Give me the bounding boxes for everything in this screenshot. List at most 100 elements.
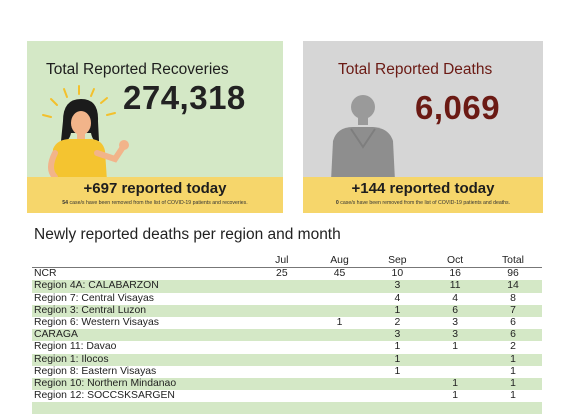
value-cell: 96	[507, 268, 519, 280]
table-row: Region 11: Davao 1 1 2	[32, 341, 542, 353]
recoveries-title: Total Reported Recoveries	[46, 61, 229, 78]
column-header: Aug	[310, 255, 369, 269]
value-cell	[310, 377, 369, 391]
table-row	[32, 402, 542, 414]
deaths-total: 6,069	[415, 89, 501, 126]
value-cell	[253, 280, 311, 293]
value-cell	[426, 353, 484, 366]
value-cell	[253, 390, 311, 402]
value-cell	[311, 366, 369, 378]
value-cell: 1	[368, 304, 427, 317]
value-cell: 11	[426, 280, 484, 293]
value-cell	[253, 293, 311, 305]
value-cell: 10	[391, 268, 404, 280]
table-row: CARAGA 3 3 6	[32, 329, 542, 342]
value-cell: 1	[394, 341, 401, 353]
table-row: Region 7: Central Visayas 4 4 8	[32, 293, 542, 305]
table-body: NCR 25 45 10 16 96 Region 4A: CALABARZON 3 11 14 R…	[32, 268, 542, 414]
value-cell: 7	[483, 304, 542, 317]
value-cell: 1	[394, 365, 401, 377]
region-cell: NCR	[34, 268, 57, 280]
value-cell	[311, 341, 369, 353]
value-cell: 3	[426, 329, 484, 342]
table-row: Region 4A: CALABARZON 3 11 14	[32, 280, 542, 293]
deaths-today: +144 reported today	[303, 180, 543, 197]
value-cell	[310, 353, 369, 366]
deaths-title: Total Reported Deaths	[338, 61, 493, 78]
region-cell: Region 3: Central Luzon	[32, 304, 254, 317]
region-cell: Region 7: Central Visayas	[34, 292, 154, 304]
value-cell: 14	[483, 280, 542, 293]
region-cell	[32, 402, 254, 414]
table-row: Region 6: Western Visayas 1 2 3 6	[32, 317, 542, 329]
value-cell: 6	[426, 304, 484, 317]
deaths-by-region-table: Jul Aug Sep Oct Total NCR 25 45 10 16 96 Regio…	[32, 255, 542, 414]
region-cell: CARAGA	[32, 329, 254, 342]
value-cell: 1	[426, 377, 484, 391]
region-cell: Region 6: Western Visayas	[34, 317, 159, 329]
column-header	[32, 255, 254, 269]
value-cell	[368, 402, 427, 414]
table-row: Region 1: Ilocos 1 1	[32, 353, 542, 366]
value-cell	[426, 402, 484, 414]
value-cell	[253, 377, 311, 391]
value-cell: 4	[452, 292, 458, 304]
recoveries-note-count: 54	[62, 200, 69, 206]
value-cell	[253, 353, 311, 366]
value-cell: 6	[510, 317, 516, 329]
deaths-note-count: 0	[335, 200, 339, 206]
recoveries-today-label: reported today	[121, 180, 227, 197]
recoveries-note-text: case/s have been removed from the list o…	[69, 200, 248, 206]
value-cell: 6	[483, 329, 542, 342]
region-cell: Region 12: SOCCSKSARGEN	[34, 390, 175, 402]
column-header: Sep	[368, 255, 427, 269]
value-cell: 3	[368, 329, 427, 342]
recovered-person-illustration	[42, 85, 129, 181]
value-cell: 1	[336, 317, 343, 329]
region-cell: Region 4A: CALABARZON	[32, 280, 254, 293]
deaths-note-text: case/s have been removed from the list o…	[340, 200, 511, 206]
value-cell	[253, 366, 311, 378]
value-cell: 1	[452, 390, 458, 402]
value-cell	[253, 317, 311, 329]
value-cell	[311, 293, 369, 305]
table-row: NCR 25 45 10 16 96	[32, 268, 542, 281]
table-row: Region 12: SOCCSKSARGEN 1 1	[32, 390, 542, 402]
person-silhouette-illustration	[331, 95, 395, 181]
value-cell: 1	[452, 341, 458, 353]
recoveries-card: Total Reported Recoveries 274,318 +697 r…	[27, 41, 283, 213]
deaths-today-label: reported today	[389, 180, 495, 197]
deaths-today-value: +144	[351, 180, 386, 197]
value-cell: 3	[368, 280, 427, 293]
value-cell: 1	[483, 377, 542, 391]
value-cell: 2	[394, 317, 401, 329]
value-cell	[310, 304, 369, 317]
value-cell: 1	[510, 365, 516, 377]
value-cell: 3	[452, 317, 458, 329]
value-cell: 4	[394, 292, 401, 304]
recoveries-today: +697 reported today	[27, 180, 283, 197]
value-cell: 25	[276, 268, 288, 280]
value-cell: 45	[333, 268, 346, 280]
value-cell	[311, 390, 369, 402]
deaths-note: 0 case/s have been removed from the list…	[303, 200, 543, 206]
recoveries-today-strip: +697 reported today 54 case/s have been …	[27, 177, 283, 213]
value-cell: 8	[510, 292, 516, 304]
value-cell	[253, 402, 311, 414]
region-cell: Region 10: Northern Mindanao	[32, 377, 254, 391]
table-row: Region 3: Central Luzon 1 6 7	[32, 304, 542, 317]
region-cell: Region 8: Eastern Visayas	[34, 365, 157, 377]
recoveries-note: 54 case/s have been removed from the lis…	[27, 200, 283, 206]
value-cell	[253, 341, 311, 353]
deaths-table-title: Newly reported deaths per region and mon…	[34, 226, 341, 243]
value-cell	[310, 402, 369, 414]
column-header: Total	[483, 255, 542, 269]
region-cell: Region 11: Davao	[34, 341, 117, 353]
deaths-today-strip: +144 reported today 0 case/s have been r…	[303, 177, 543, 213]
value-cell: 16	[449, 268, 461, 280]
value-cell: 1	[483, 353, 542, 366]
value-cell: 2	[510, 341, 516, 353]
value-cell	[483, 402, 542, 414]
deaths-card: Total Reported Deaths 6,069 +144 reporte…	[303, 41, 543, 213]
column-header: Jul	[253, 255, 311, 269]
